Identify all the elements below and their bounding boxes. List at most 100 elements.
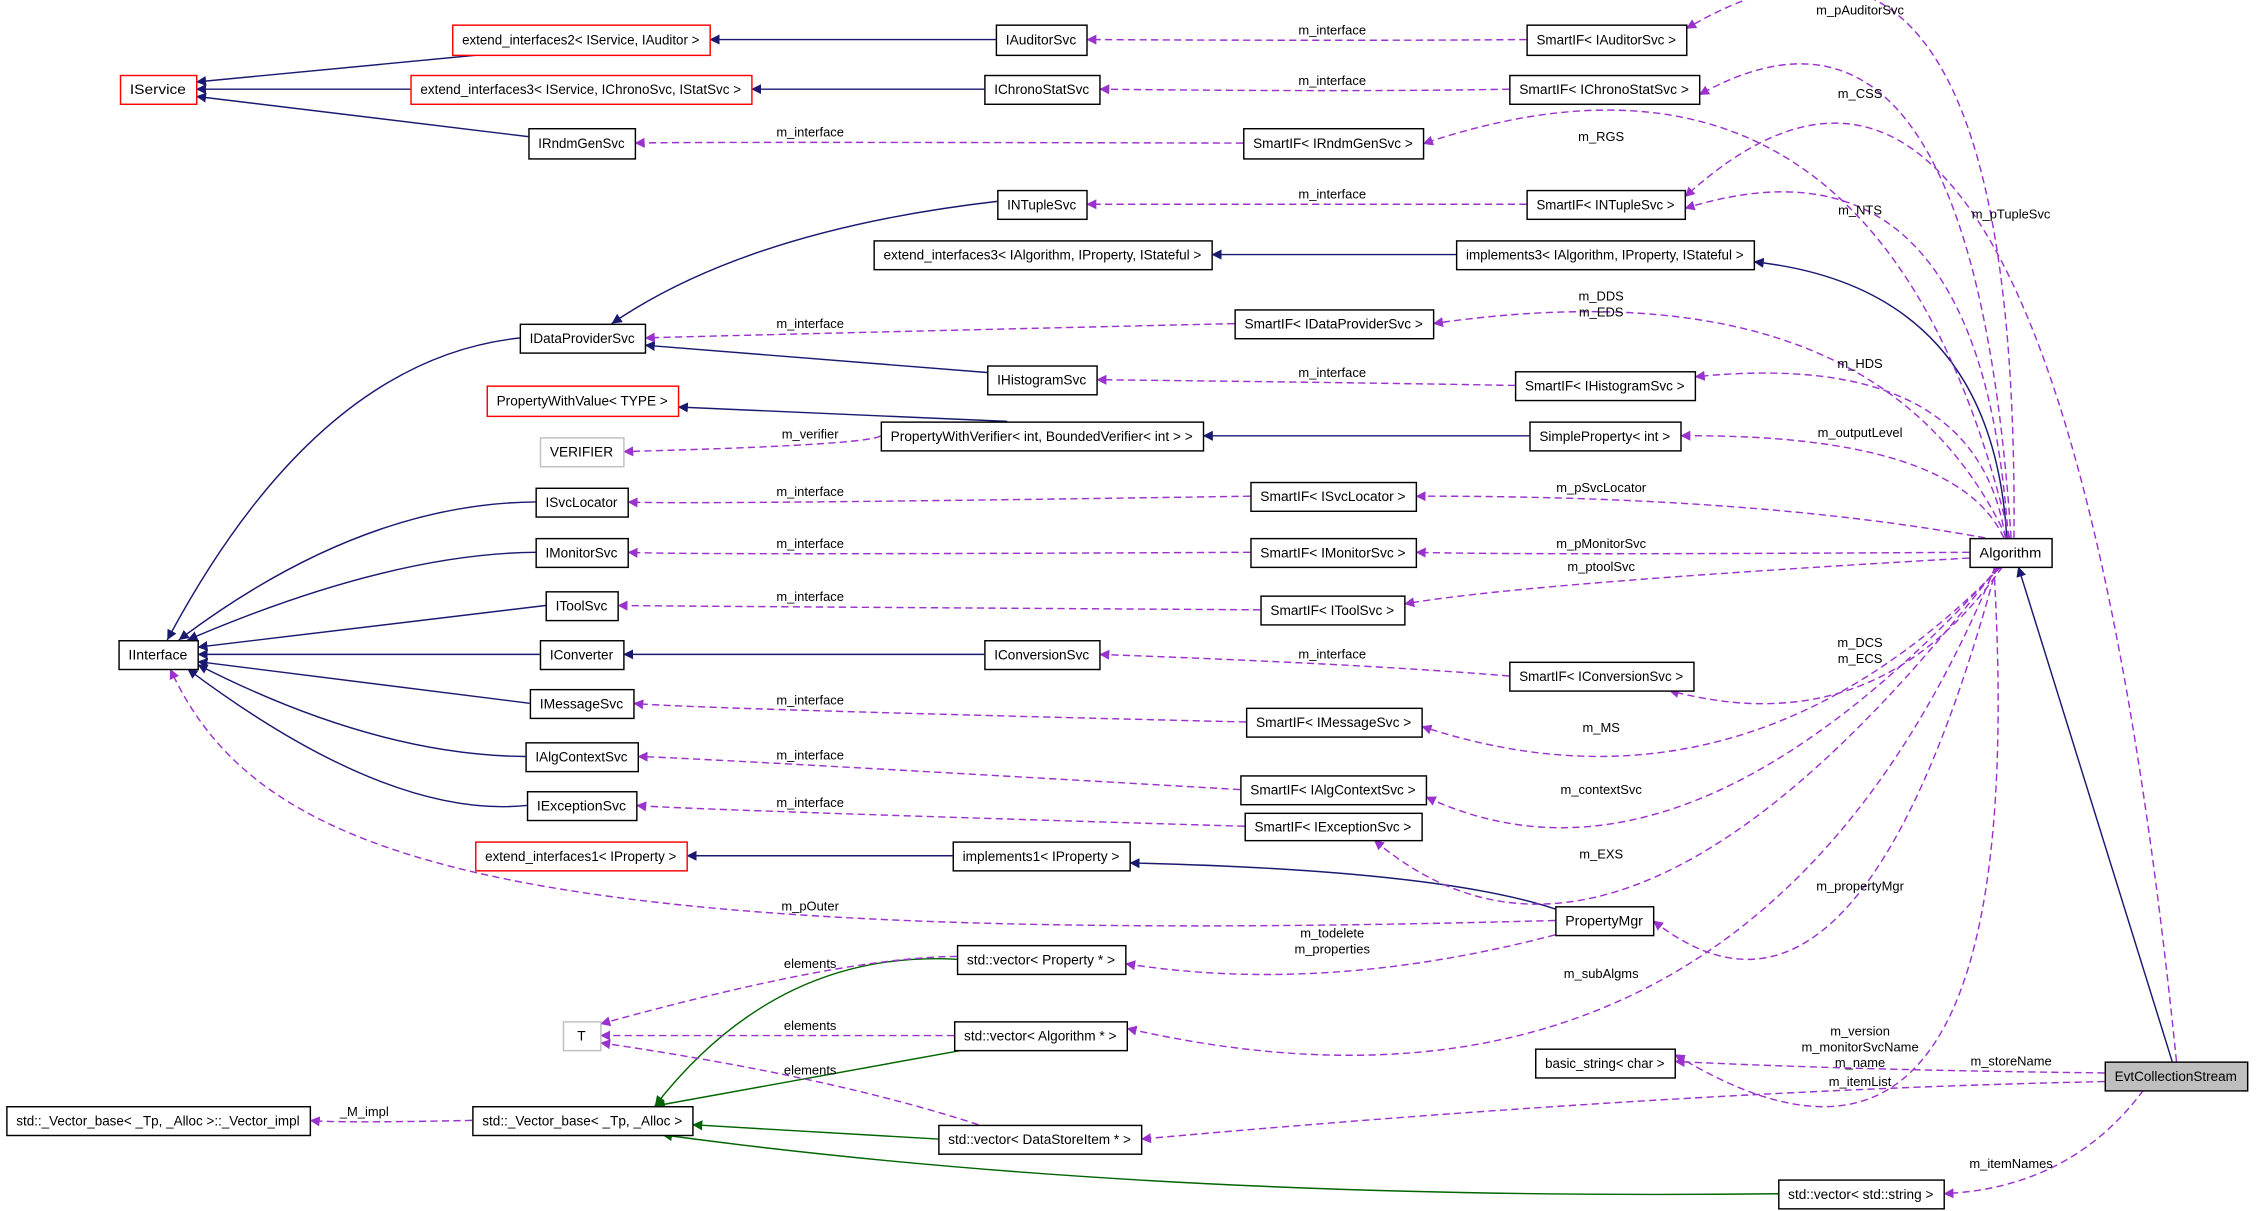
class-node-box[interactable] [953, 1021, 1128, 1052]
class-node-box[interactable] [475, 841, 688, 872]
class-node-box[interactable] [1969, 537, 2053, 569]
class-node-box[interactable] [984, 74, 1101, 105]
class-node-std-vector-algorithm[interactable]: std::vector< Algorithm * > [953, 1021, 1128, 1052]
class-node-std-vector-std-string[interactable]: std::vector< std::string > [1778, 1179, 1945, 1210]
class-node-iauditorsvc[interactable]: IAuditorSvc [995, 24, 1088, 57]
class-node-box[interactable] [562, 1021, 602, 1052]
class-node-box[interactable] [545, 591, 619, 622]
class-node-simpleproperty-int[interactable]: SimpleProperty< int > [1529, 421, 1682, 452]
class-node-box[interactable] [539, 640, 625, 671]
class-node-box[interactable] [1245, 707, 1423, 738]
class-node-box[interactable] [1535, 1048, 1676, 1079]
class-node-implements1-iproperty[interactable]: implements1< IProperty > [952, 841, 1131, 872]
class-node-smartif-iconversionsvc[interactable]: SmartIF< IConversionSvc > [1509, 661, 1695, 692]
class-node-smartif-irndmgensvc[interactable]: SmartIF< IRndmGenSvc > [1243, 128, 1425, 160]
class-node-ihistogramsvc[interactable]: IHistogramSvc [987, 365, 1098, 396]
class-node-propertywithvalue-type[interactable]: PropertyWithValue< TYPE > [486, 385, 680, 418]
class-node-box[interactable] [535, 537, 629, 569]
class-node-smartif-isvclocator[interactable]: SmartIF< ISvcLocator > [1250, 481, 1418, 513]
class-node-extend-interfaces3-iservice-ichronosvc-istatsvc[interactable]: extend_interfaces3< IService, IChronoSvc… [410, 74, 753, 105]
class-node-extend-interfaces1-iproperty[interactable]: extend_interfaces1< IProperty > [475, 841, 688, 872]
class-node-box[interactable] [6, 1106, 312, 1137]
class-node-box[interactable] [880, 421, 1205, 452]
class-node-box[interactable] [1260, 595, 1406, 626]
class-node-box[interactable] [956, 944, 1127, 976]
class-node-box[interactable] [472, 1106, 694, 1137]
class-node-box[interactable] [1240, 775, 1428, 806]
class-node-box[interactable] [486, 385, 680, 418]
class-node-box[interactable] [1234, 309, 1435, 340]
class-node-box[interactable] [526, 791, 638, 822]
class-node-box[interactable] [952, 841, 1131, 872]
class-node-imonitorsvc[interactable]: IMonitorSvc [535, 537, 629, 569]
class-node-algorithm[interactable]: Algorithm [1969, 537, 2053, 569]
class-node-extend-interfaces2-iservice-iauditor[interactable]: extend_interfaces2< IService, IAuditor > [452, 24, 711, 57]
class-node-propertywithverifier-int-boundedverifier-int[interactable]: PropertyWithVerifier< int, BoundedVerifi… [880, 421, 1205, 452]
class-node-box[interactable] [525, 742, 639, 773]
class-node-smartif-iauditorsvc[interactable]: SmartIF< IAuditorSvc > [1526, 24, 1688, 57]
class-node-box[interactable] [1509, 74, 1701, 105]
class-node-propertymgr[interactable]: PropertyMgr [1555, 906, 1655, 937]
class-node-ichronostatsvc[interactable]: IChronoStatSvc [984, 74, 1101, 105]
class-node-iconverter[interactable]: IConverter [539, 640, 625, 671]
class-node-box[interactable] [519, 323, 647, 354]
class-node-idataprovidersvc[interactable]: IDataProviderSvc [519, 323, 647, 354]
class-node-box[interactable] [119, 74, 198, 105]
class-node-box[interactable] [529, 688, 635, 720]
class-node-box[interactable] [873, 240, 1213, 271]
class-node-box[interactable] [528, 128, 637, 160]
class-node-box[interactable] [2104, 1061, 2249, 1092]
class-node-box[interactable] [995, 24, 1088, 57]
class-node-box[interactable] [1509, 661, 1695, 692]
class-node-extend-interfaces3-ialgorithm-iproperty-istateful[interactable]: extend_interfaces3< IAlgorithm, IPropert… [873, 240, 1213, 271]
class-node-std-vector-base-tp-alloc[interactable]: std::_Vector_base< _Tp, _Alloc > [472, 1106, 694, 1137]
class-node-box[interactable] [984, 640, 1101, 671]
class-node-box[interactable] [410, 74, 753, 105]
class-node-box[interactable] [1250, 537, 1418, 569]
class-node-iservice[interactable]: IService [119, 74, 198, 105]
class-node-t[interactable]: T [562, 1021, 602, 1052]
class-node-smartif-iexceptionsvc[interactable]: SmartIF< IExceptionSvc > [1244, 812, 1423, 842]
class-node-iinterface[interactable]: IInterface [118, 640, 199, 671]
class-node-irndmgensvc[interactable]: IRndmGenSvc [528, 128, 637, 160]
class-node-smartif-imonitorsvc[interactable]: SmartIF< IMonitorSvc > [1250, 537, 1418, 569]
class-node-box[interactable] [1529, 421, 1682, 452]
class-node-std-vector-property[interactable]: std::vector< Property * > [956, 944, 1127, 976]
class-node-box[interactable] [1526, 189, 1687, 221]
class-node-smartif-itoolsvc[interactable]: SmartIF< IToolSvc > [1260, 595, 1406, 626]
class-node-iexceptionsvc[interactable]: IExceptionSvc [526, 791, 638, 822]
class-node-iconversionsvc[interactable]: IConversionSvc [984, 640, 1101, 671]
class-node-isvclocator[interactable]: ISvcLocator [535, 487, 629, 518]
class-node-std-vector-datastoreitem[interactable]: std::vector< DataStoreItem * > [938, 1124, 1143, 1155]
class-node-verifier[interactable]: VERIFIER [539, 437, 625, 468]
class-node-box[interactable] [987, 365, 1098, 396]
class-node-box[interactable] [1778, 1179, 1945, 1210]
class-node-smartif-ihistogramsvc[interactable]: SmartIF< IHistogramSvc > [1514, 371, 1697, 402]
class-node-evtcollectionstream[interactable]: EvtCollectionStream [2104, 1061, 2249, 1092]
class-node-implements3-ialgorithm-iproperty-istateful[interactable]: implements3< IAlgorithm, IProperty, ISta… [1455, 240, 1756, 271]
class-node-ialgcontextsvc[interactable]: IAlgContextSvc [525, 742, 639, 773]
class-node-smartif-imessagesvc[interactable]: SmartIF< IMessageSvc > [1245, 707, 1423, 738]
class-node-box[interactable] [535, 487, 629, 518]
class-node-smartif-ichronostatsvc[interactable]: SmartIF< IChronoStatSvc > [1509, 74, 1701, 105]
class-node-box[interactable] [452, 24, 711, 57]
class-node-box[interactable] [539, 437, 625, 468]
class-node-intuplesvc[interactable]: INTupleSvc [997, 189, 1088, 221]
class-node-itoolsvc[interactable]: IToolSvc [545, 591, 619, 622]
class-node-smartif-intuplesvc[interactable]: SmartIF< INTupleSvc > [1526, 189, 1687, 221]
class-node-smartif-idataprovidersvc[interactable]: SmartIF< IDataProviderSvc > [1234, 309, 1435, 340]
class-node-box[interactable] [1514, 371, 1697, 402]
class-node-box[interactable] [1455, 240, 1756, 271]
class-node-basic-string-char[interactable]: basic_string< char > [1535, 1048, 1676, 1079]
class-node-box[interactable] [1555, 906, 1655, 937]
class-node-imessagesvc[interactable]: IMessageSvc [529, 688, 635, 720]
class-node-std-vector-base-tp-alloc-vector-impl[interactable]: std::_Vector_base< _Tp, _Alloc >::_Vecto… [6, 1106, 312, 1137]
class-node-box[interactable] [997, 189, 1088, 221]
class-node-box[interactable] [1526, 24, 1688, 57]
class-node-box[interactable] [938, 1124, 1143, 1155]
class-node-box[interactable] [118, 640, 199, 671]
class-node-smartif-ialgcontextsvc[interactable]: SmartIF< IAlgContextSvc > [1240, 775, 1428, 806]
class-node-box[interactable] [1243, 128, 1425, 160]
class-node-box[interactable] [1244, 812, 1423, 842]
class-node-box[interactable] [1250, 481, 1418, 513]
